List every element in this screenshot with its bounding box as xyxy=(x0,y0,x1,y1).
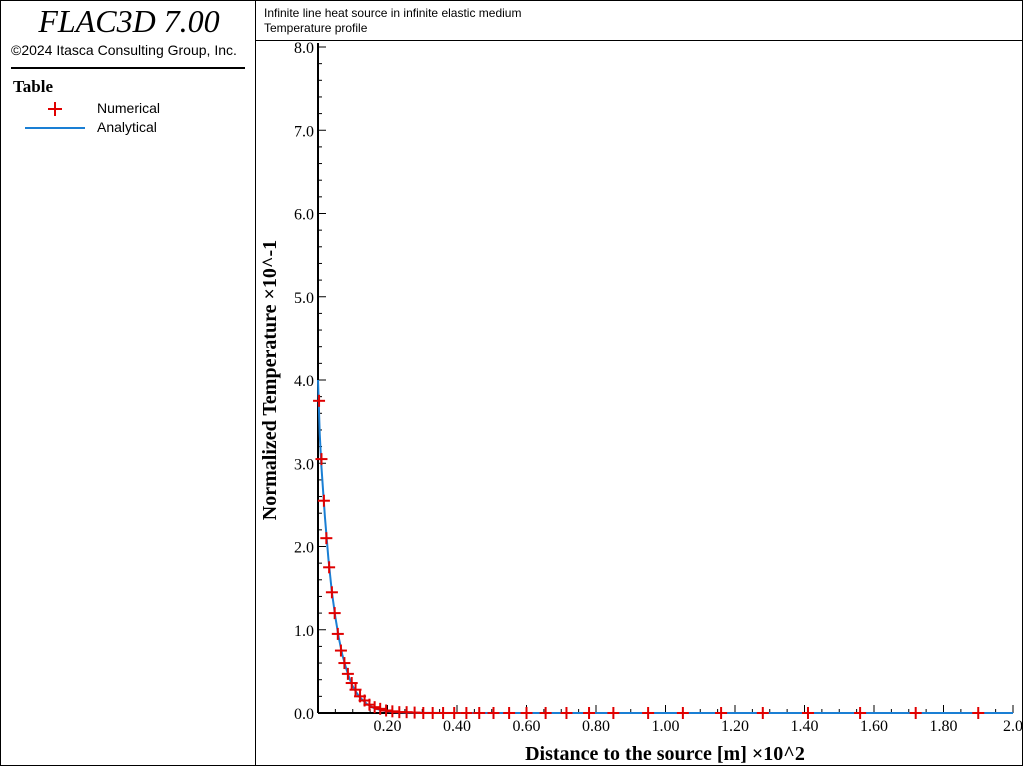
legend-label: Analytical xyxy=(97,119,157,135)
app-title: FLAC3D 7.00 xyxy=(38,3,220,39)
line-marker-icon xyxy=(25,127,85,129)
plot-panel: Infinite line heat source in infinite el… xyxy=(256,0,1023,766)
plot-subtitle: Temperature profile xyxy=(264,21,368,35)
legend-panel: FLAC3D 7.00 ©2024 Itasca Consulting Grou… xyxy=(0,0,256,766)
copyright-text: ©2024 Itasca Consulting Group, Inc. xyxy=(11,42,237,58)
plot-title: Infinite line heat source in infinite el… xyxy=(264,6,522,20)
divider xyxy=(11,67,245,69)
plot-header: Infinite line heat source in infinite el… xyxy=(256,1,1022,41)
legend-label: Numerical xyxy=(97,100,161,116)
legend-title: Table xyxy=(13,77,54,96)
plus-marker-icon xyxy=(48,102,62,116)
